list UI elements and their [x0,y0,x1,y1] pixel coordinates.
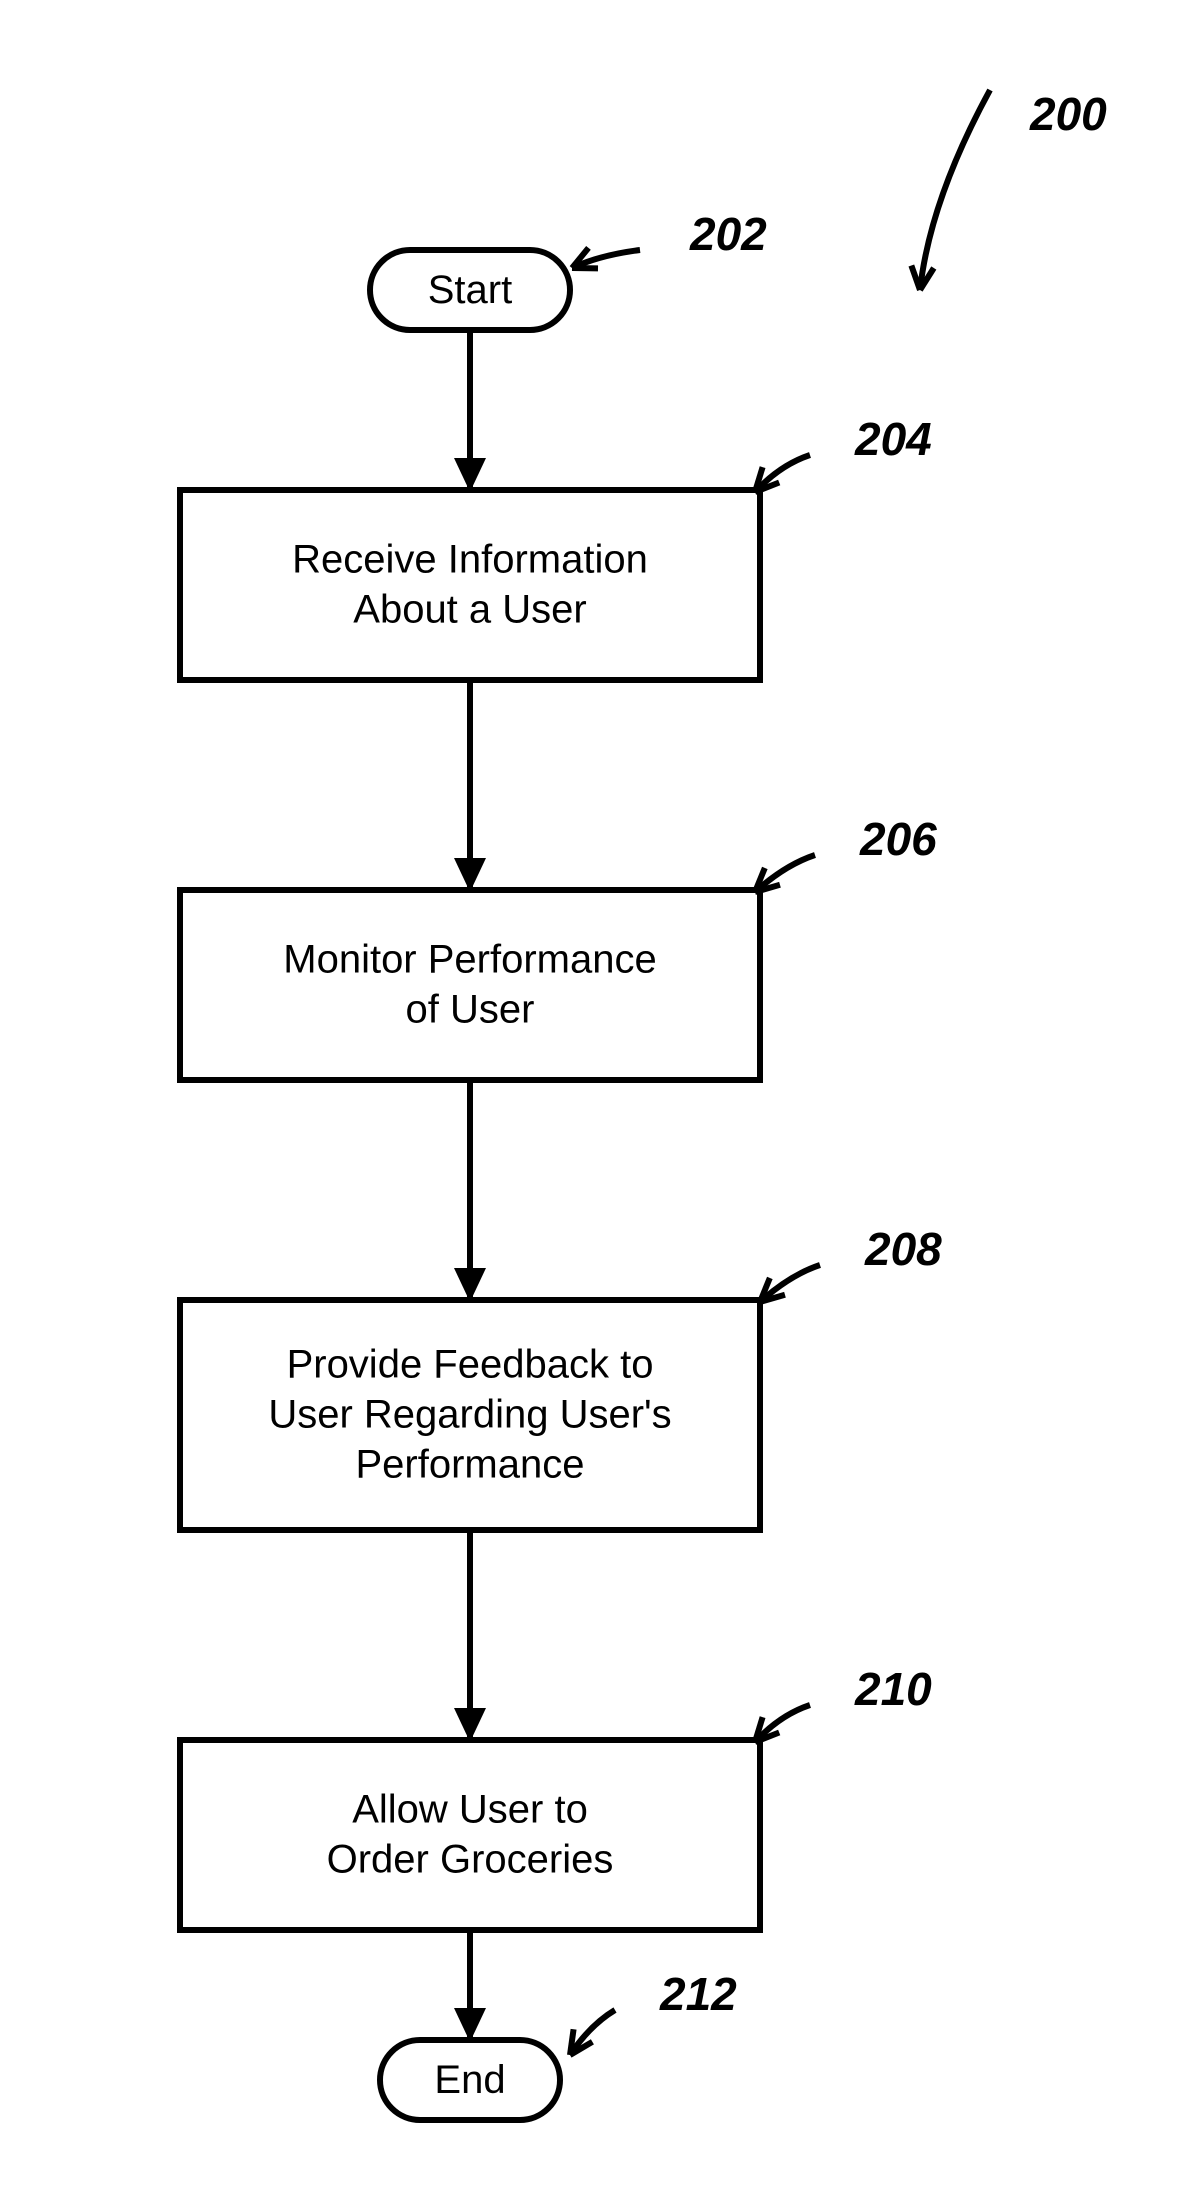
reference-label: 202 [689,208,767,260]
reference-label: 210 [854,1663,932,1715]
process-b206 [180,890,760,1080]
reference-label: 200 [1029,88,1107,140]
process-b204 [180,490,760,680]
process-b210 [180,1740,760,1930]
reference-label: 208 [864,1223,942,1275]
flowchart-figure: Start202End212Receive InformationAbout a… [0,0,1193,2203]
reference-label: 212 [659,1968,737,2020]
terminal-end-text: End [434,2058,505,2102]
reference-label: 204 [854,413,932,465]
label-pointer [920,90,990,290]
reference-label: 206 [859,813,937,865]
terminal-start-text: Start [428,268,512,312]
